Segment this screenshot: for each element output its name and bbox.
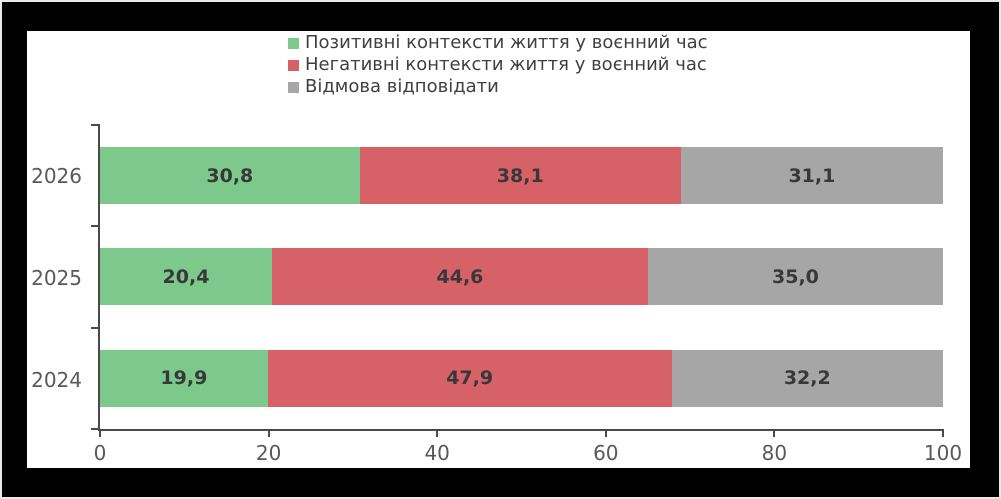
x-axis-tick <box>267 429 270 437</box>
y-axis-category-label: 2025 <box>31 266 82 290</box>
legend-item: Негативні контексти життя у воєнний час <box>288 54 708 76</box>
bar-segment: 19,9 <box>100 349 268 407</box>
bar-segment: 20,4 <box>100 248 272 306</box>
bar-value-label: 32,2 <box>783 367 831 390</box>
legend-label: Позитивні контексти життя у воєнний час <box>305 32 708 53</box>
category-band: 20,4 44,6 35,0 <box>100 226 943 327</box>
x-axis-tick <box>773 429 776 437</box>
legend-item: Відмова відповідати <box>288 76 708 98</box>
y-axis-tick <box>91 428 100 430</box>
y-axis-category-label: 2024 <box>31 368 82 392</box>
bar-row: 20,4 44,6 35,0 <box>100 248 943 306</box>
bar-value-label: 19,9 <box>160 367 208 390</box>
chart-panel: Позитивні контексти життя у воєнний час Н… <box>27 31 970 468</box>
bar-value-label: 44,6 <box>436 265 484 288</box>
bar-row: 19,9 47,9 32,2 <box>100 349 943 407</box>
legend-swatch-icon <box>288 59 299 71</box>
x-axis-tick <box>436 429 439 437</box>
y-axis-category-label: 2026 <box>31 164 82 188</box>
x-axis-tick-label: 40 <box>424 441 450 465</box>
bar-value-label: 35,0 <box>772 265 819 288</box>
bars-container: 30,8 38,1 31,1 20,4 44,6 35,0 19,9 47,9 32,2 <box>100 125 943 429</box>
bar-segment: 44,6 <box>271 248 648 306</box>
legend-swatch-icon <box>288 37 299 49</box>
bar-value-label: 31,1 <box>788 164 836 187</box>
legend-swatch-icon <box>288 81 299 93</box>
x-axis-tick <box>604 429 607 437</box>
x-axis-tick-label: 0 <box>93 441 107 465</box>
y-axis-category-labels: 2026 2025 2024 <box>27 125 90 431</box>
x-axis-tick <box>99 429 101 437</box>
bar-row: 30,8 38,1 31,1 <box>100 147 943 205</box>
y-axis-tick <box>91 225 100 228</box>
legend-label: Відмова відповідати <box>305 76 499 97</box>
category-band: 19,9 47,9 32,2 <box>100 328 943 429</box>
bar-segment: 38,1 <box>359 147 681 205</box>
bar-value-label: 38,1 <box>496 164 544 187</box>
bar-value-label: 30,8 <box>206 164 254 187</box>
x-axis-tick-label: 100 <box>923 441 963 465</box>
category-band: 30,8 38,1 31,1 <box>100 125 943 226</box>
x-axis-tick-label: 60 <box>593 441 619 465</box>
plot-area: 30,8 38,1 31,1 20,4 44,6 35,0 19,9 47,9 32,2 0 20… <box>91 124 962 465</box>
y-axis-tick <box>91 124 100 126</box>
bar-segment: 47,9 <box>267 349 672 407</box>
legend-item: Позитивні контексти життя у воєнний час <box>288 32 708 54</box>
x-axis-tick-label: 80 <box>761 441 788 465</box>
bar-segment: 35,0 <box>647 248 943 306</box>
legend: Позитивні контексти життя у воєнний час Н… <box>288 32 708 98</box>
bar-segment: 32,2 <box>671 349 943 407</box>
x-axis-tick <box>942 429 944 437</box>
y-axis-tick <box>91 326 100 329</box>
legend-label: Негативні контексти життя у воєнний час <box>305 54 707 75</box>
bar-value-label: 47,9 <box>446 367 494 390</box>
bar-segment: 30,8 <box>100 147 360 205</box>
x-axis-tick-label: 20 <box>255 441 282 465</box>
bar-value-label: 20,4 <box>162 265 210 288</box>
bar-segment: 31,1 <box>680 147 943 205</box>
